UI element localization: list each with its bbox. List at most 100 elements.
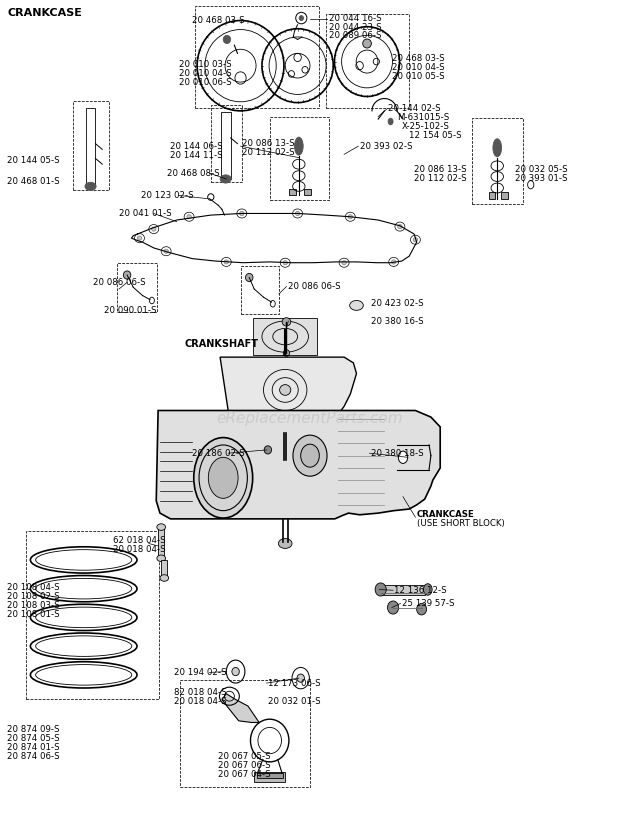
Ellipse shape — [157, 555, 166, 562]
Text: 20 086 06-S: 20 086 06-S — [288, 282, 341, 291]
Ellipse shape — [123, 271, 131, 279]
Text: 20 010 04-S: 20 010 04-S — [392, 63, 445, 71]
Ellipse shape — [299, 16, 304, 21]
Text: 20 874 06-S: 20 874 06-S — [7, 752, 60, 760]
Text: 20 194 02-S: 20 194 02-S — [174, 668, 226, 677]
Text: 20 032 05-S: 20 032 05-S — [515, 166, 567, 174]
Ellipse shape — [85, 182, 96, 190]
Text: CRANKSHAFT: CRANKSHAFT — [185, 339, 259, 349]
Ellipse shape — [283, 350, 290, 356]
Text: 82 018 04-S: 82 018 04-S — [174, 688, 226, 696]
Text: 20 144 02-S: 20 144 02-S — [388, 104, 440, 112]
Bar — [472, 118, 523, 204]
Ellipse shape — [388, 601, 399, 614]
Bar — [161, 560, 167, 578]
Ellipse shape — [293, 435, 327, 476]
Text: 20 380 16-S: 20 380 16-S — [371, 317, 423, 325]
Ellipse shape — [423, 584, 432, 595]
Text: 20 086 06-S: 20 086 06-S — [93, 278, 146, 287]
Ellipse shape — [264, 446, 272, 454]
Bar — [270, 117, 329, 200]
Ellipse shape — [399, 451, 408, 464]
Ellipse shape — [301, 444, 319, 467]
Ellipse shape — [493, 139, 502, 157]
Text: 20 468 03-S: 20 468 03-S — [392, 54, 445, 62]
Text: 20 112 02-S: 20 112 02-S — [242, 149, 294, 157]
Ellipse shape — [278, 455, 293, 465]
Bar — [158, 527, 164, 558]
Bar — [73, 101, 109, 190]
Text: 20 010 05-S: 20 010 05-S — [392, 72, 445, 80]
Polygon shape — [222, 694, 259, 722]
Ellipse shape — [283, 260, 288, 264]
Text: X-25-102-S: X-25-102-S — [402, 122, 449, 131]
Text: 20 874 01-S: 20 874 01-S — [7, 743, 60, 751]
Bar — [489, 192, 495, 199]
Ellipse shape — [138, 236, 141, 240]
Ellipse shape — [187, 214, 191, 218]
Text: 20 423 02-S: 20 423 02-S — [371, 300, 423, 308]
Text: 20 108 03-S: 20 108 03-S — [7, 601, 60, 609]
Ellipse shape — [246, 273, 253, 282]
Bar — [195, 6, 319, 108]
Text: M-631015-S: M-631015-S — [397, 113, 449, 122]
Ellipse shape — [224, 259, 228, 264]
Ellipse shape — [160, 575, 169, 581]
Ellipse shape — [297, 674, 304, 682]
Ellipse shape — [375, 583, 386, 596]
Ellipse shape — [398, 224, 402, 228]
Text: 12 154 05-S: 12 154 05-S — [409, 131, 462, 140]
Text: 20 010 06-S: 20 010 06-S — [179, 79, 231, 87]
Text: 20 468 01-S: 20 468 01-S — [7, 177, 60, 186]
Text: CRANKCASE: CRANKCASE — [417, 511, 474, 519]
Text: 20 089 06-S: 20 089 06-S — [329, 31, 381, 39]
Ellipse shape — [226, 660, 245, 683]
Bar — [241, 266, 279, 314]
Bar — [257, 773, 283, 778]
Text: 20 090 01-S: 20 090 01-S — [104, 306, 157, 314]
Bar — [253, 318, 317, 355]
Text: 12 173 06-S: 12 173 06-S — [268, 679, 321, 687]
Text: 62 018 04-S: 62 018 04-S — [113, 536, 166, 544]
Text: 20 018 04-S: 20 018 04-S — [113, 545, 166, 553]
Polygon shape — [220, 357, 356, 433]
Text: 20 067 05-S: 20 067 05-S — [218, 752, 271, 760]
Text: 20 041 01-S: 20 041 01-S — [119, 209, 172, 218]
Ellipse shape — [292, 667, 309, 689]
Ellipse shape — [193, 438, 253, 518]
Bar — [86, 108, 95, 186]
Bar — [221, 112, 231, 179]
Ellipse shape — [164, 250, 168, 253]
Text: 20 380 18-S: 20 380 18-S — [371, 449, 423, 457]
Bar — [326, 14, 409, 108]
Bar — [26, 531, 159, 699]
Text: 20 393 02-S: 20 393 02-S — [360, 142, 412, 150]
Text: 20 044 16-S: 20 044 16-S — [329, 15, 381, 23]
Text: 20 067 06-S: 20 067 06-S — [218, 761, 271, 769]
Ellipse shape — [294, 137, 303, 155]
Text: 20 108 04-S: 20 108 04-S — [7, 583, 60, 591]
Ellipse shape — [232, 667, 239, 676]
Text: 20 186 02-S: 20 186 02-S — [192, 449, 245, 457]
Text: 12 136 12-S: 12 136 12-S — [394, 586, 447, 594]
Text: 20 067 04-S: 20 067 04-S — [218, 770, 271, 778]
Bar — [211, 105, 242, 182]
Text: 20 874 05-S: 20 874 05-S — [7, 734, 60, 742]
Ellipse shape — [350, 300, 363, 310]
Text: 20 086 13-S: 20 086 13-S — [414, 166, 467, 174]
Bar — [289, 189, 296, 195]
Text: 20 044 23-S: 20 044 23-S — [329, 23, 381, 31]
Ellipse shape — [278, 539, 292, 548]
Text: 20 032 01-S: 20 032 01-S — [268, 697, 321, 705]
Ellipse shape — [282, 318, 291, 326]
Text: 20 108 01-S: 20 108 01-S — [7, 610, 60, 618]
Ellipse shape — [157, 524, 166, 530]
Text: 20 468 03-S: 20 468 03-S — [192, 16, 245, 25]
Ellipse shape — [239, 211, 244, 215]
Ellipse shape — [413, 238, 418, 241]
Text: 20 010 03-S: 20 010 03-S — [179, 61, 231, 69]
Text: 25 139 57-S: 25 139 57-S — [402, 599, 454, 608]
Text: 20 874 09-S: 20 874 09-S — [7, 725, 60, 733]
Ellipse shape — [392, 259, 396, 264]
Ellipse shape — [151, 227, 156, 232]
